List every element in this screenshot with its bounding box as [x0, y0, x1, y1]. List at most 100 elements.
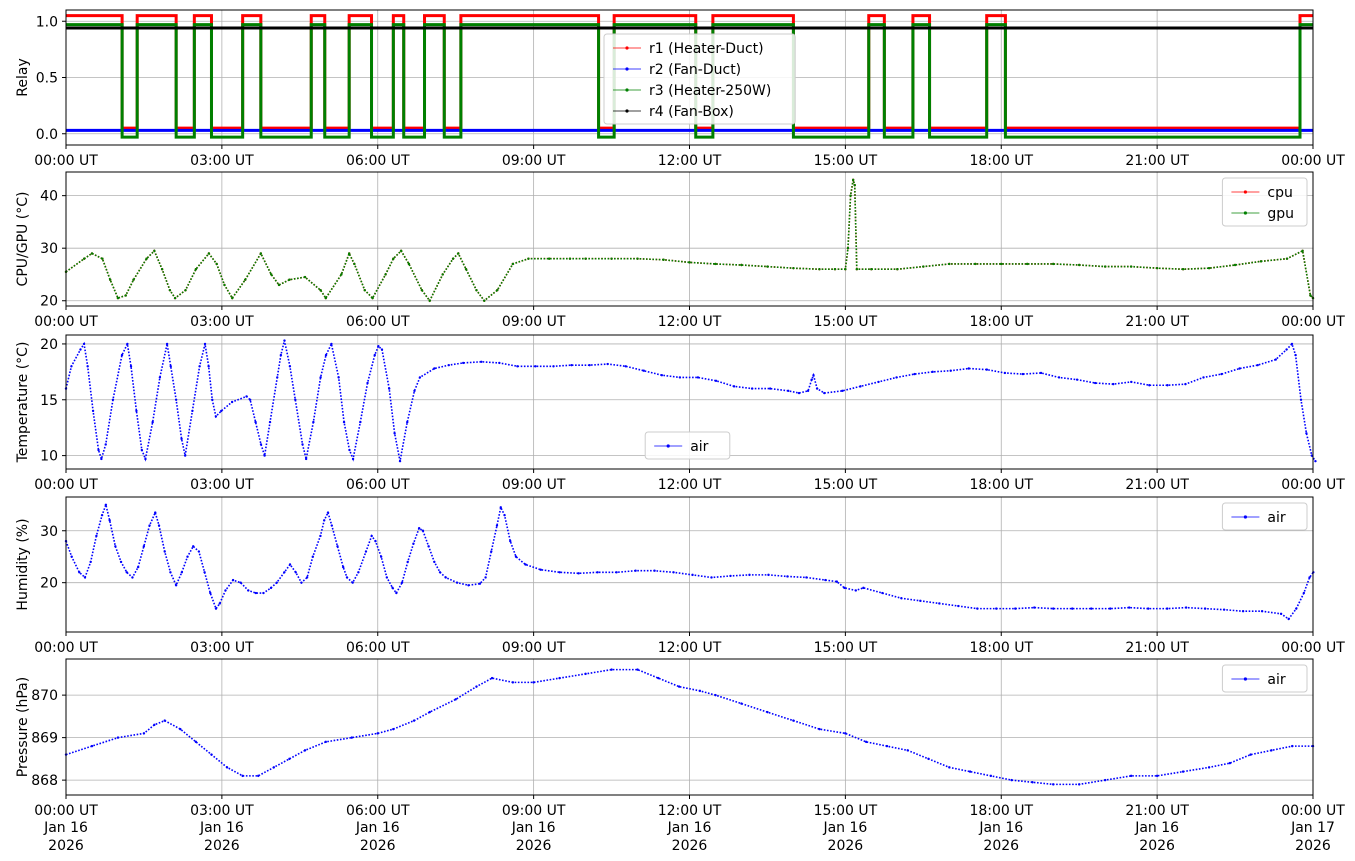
x-year-label: 2026	[1139, 838, 1175, 854]
data-point	[750, 387, 754, 390]
data-point	[305, 576, 309, 579]
data-point	[516, 365, 519, 368]
data-point	[846, 246, 850, 250]
x-year-label: 2026	[1295, 838, 1331, 854]
legend-frame	[1221, 177, 1308, 227]
data-point	[922, 265, 925, 268]
data-point	[374, 539, 377, 543]
data-point	[272, 766, 276, 769]
data-point	[288, 757, 291, 761]
data-point	[1301, 249, 1304, 253]
data-point	[1184, 606, 1188, 609]
data-point	[116, 736, 120, 739]
data-point	[498, 361, 501, 365]
data-point	[833, 268, 837, 271]
data-point	[157, 524, 161, 527]
data-point	[95, 534, 98, 538]
data-point	[810, 378, 813, 381]
data-point	[1112, 382, 1115, 386]
data-point	[1220, 372, 1223, 376]
legend-label: gpu	[1267, 206, 1294, 222]
data-point	[377, 344, 380, 348]
data-point	[324, 353, 328, 357]
x-tick-label: 03:00 UT	[190, 640, 254, 656]
data-point	[534, 365, 537, 368]
data-point	[805, 576, 808, 579]
data-point	[444, 576, 447, 579]
data-point	[214, 415, 218, 418]
data-point	[859, 385, 862, 388]
y-tick-label: 30	[40, 241, 58, 257]
data-point	[976, 607, 979, 610]
data-point	[931, 370, 934, 374]
y-tick-label: 869	[31, 731, 58, 747]
data-point	[215, 262, 218, 266]
data-point	[766, 265, 769, 268]
data-point	[151, 420, 154, 424]
data-point	[1109, 607, 1112, 610]
data-point	[688, 261, 691, 264]
data-point	[584, 257, 587, 260]
data-point	[225, 766, 229, 769]
data-point	[269, 586, 273, 590]
data-point	[384, 273, 387, 276]
data-point	[218, 602, 221, 605]
x-tick-label: 09:00 UT	[502, 314, 566, 330]
data-point	[853, 183, 856, 187]
data-point	[91, 409, 95, 413]
data-point	[841, 389, 844, 393]
data-point	[433, 367, 436, 370]
data-point	[345, 576, 349, 579]
data-point	[428, 710, 431, 714]
data-point	[342, 420, 346, 424]
data-point	[913, 372, 916, 376]
x-tick-label: 00:00 UT	[34, 153, 98, 169]
data-point	[337, 376, 340, 379]
legend-frame	[644, 431, 731, 460]
data-point	[524, 563, 527, 566]
data-point	[120, 353, 124, 357]
data-point	[347, 252, 351, 255]
x-tick-label: 03:00 UT	[190, 153, 254, 169]
data-point	[710, 576, 713, 579]
data-point	[464, 268, 468, 271]
data-point	[1103, 265, 1107, 268]
x-date-label: Jan 16	[355, 820, 400, 836]
data-point	[1010, 778, 1013, 782]
x-tick-label: 03:00 UT	[190, 477, 254, 493]
data-point	[509, 539, 512, 543]
data-point	[657, 676, 660, 680]
data-point	[191, 409, 194, 413]
data-point	[672, 571, 675, 574]
data-point	[412, 542, 415, 545]
data-point	[259, 443, 263, 446]
data-point	[714, 379, 718, 382]
x-tick-label: 06:00 UT	[346, 477, 410, 493]
data-point	[636, 668, 639, 671]
data-point	[1075, 378, 1079, 381]
data-point	[855, 268, 859, 271]
x-tick-label: 18:00 UT	[969, 314, 1033, 330]
y-axis-label: Temperature (°C)	[15, 342, 31, 464]
data-point	[393, 432, 396, 435]
data-point	[495, 524, 499, 527]
data-point	[79, 348, 82, 351]
data-point	[126, 342, 129, 346]
legend: air	[1221, 502, 1308, 531]
data-point	[288, 563, 292, 566]
data-point	[385, 576, 389, 579]
data-point	[1290, 342, 1294, 346]
y-tick-label: 30	[40, 524, 58, 540]
data-point	[1249, 753, 1252, 756]
data-point	[696, 376, 700, 379]
data-point	[1259, 260, 1263, 263]
data-point	[86, 365, 89, 368]
data-point	[254, 420, 257, 424]
data-point	[1238, 367, 1241, 370]
x-tick-label: 18:00 UT	[969, 640, 1033, 656]
data-point	[153, 723, 156, 727]
data-point	[312, 420, 315, 424]
x-date-label: Jan 17	[1290, 820, 1335, 836]
x-tick-label: 21:00 UT	[1125, 640, 1189, 656]
